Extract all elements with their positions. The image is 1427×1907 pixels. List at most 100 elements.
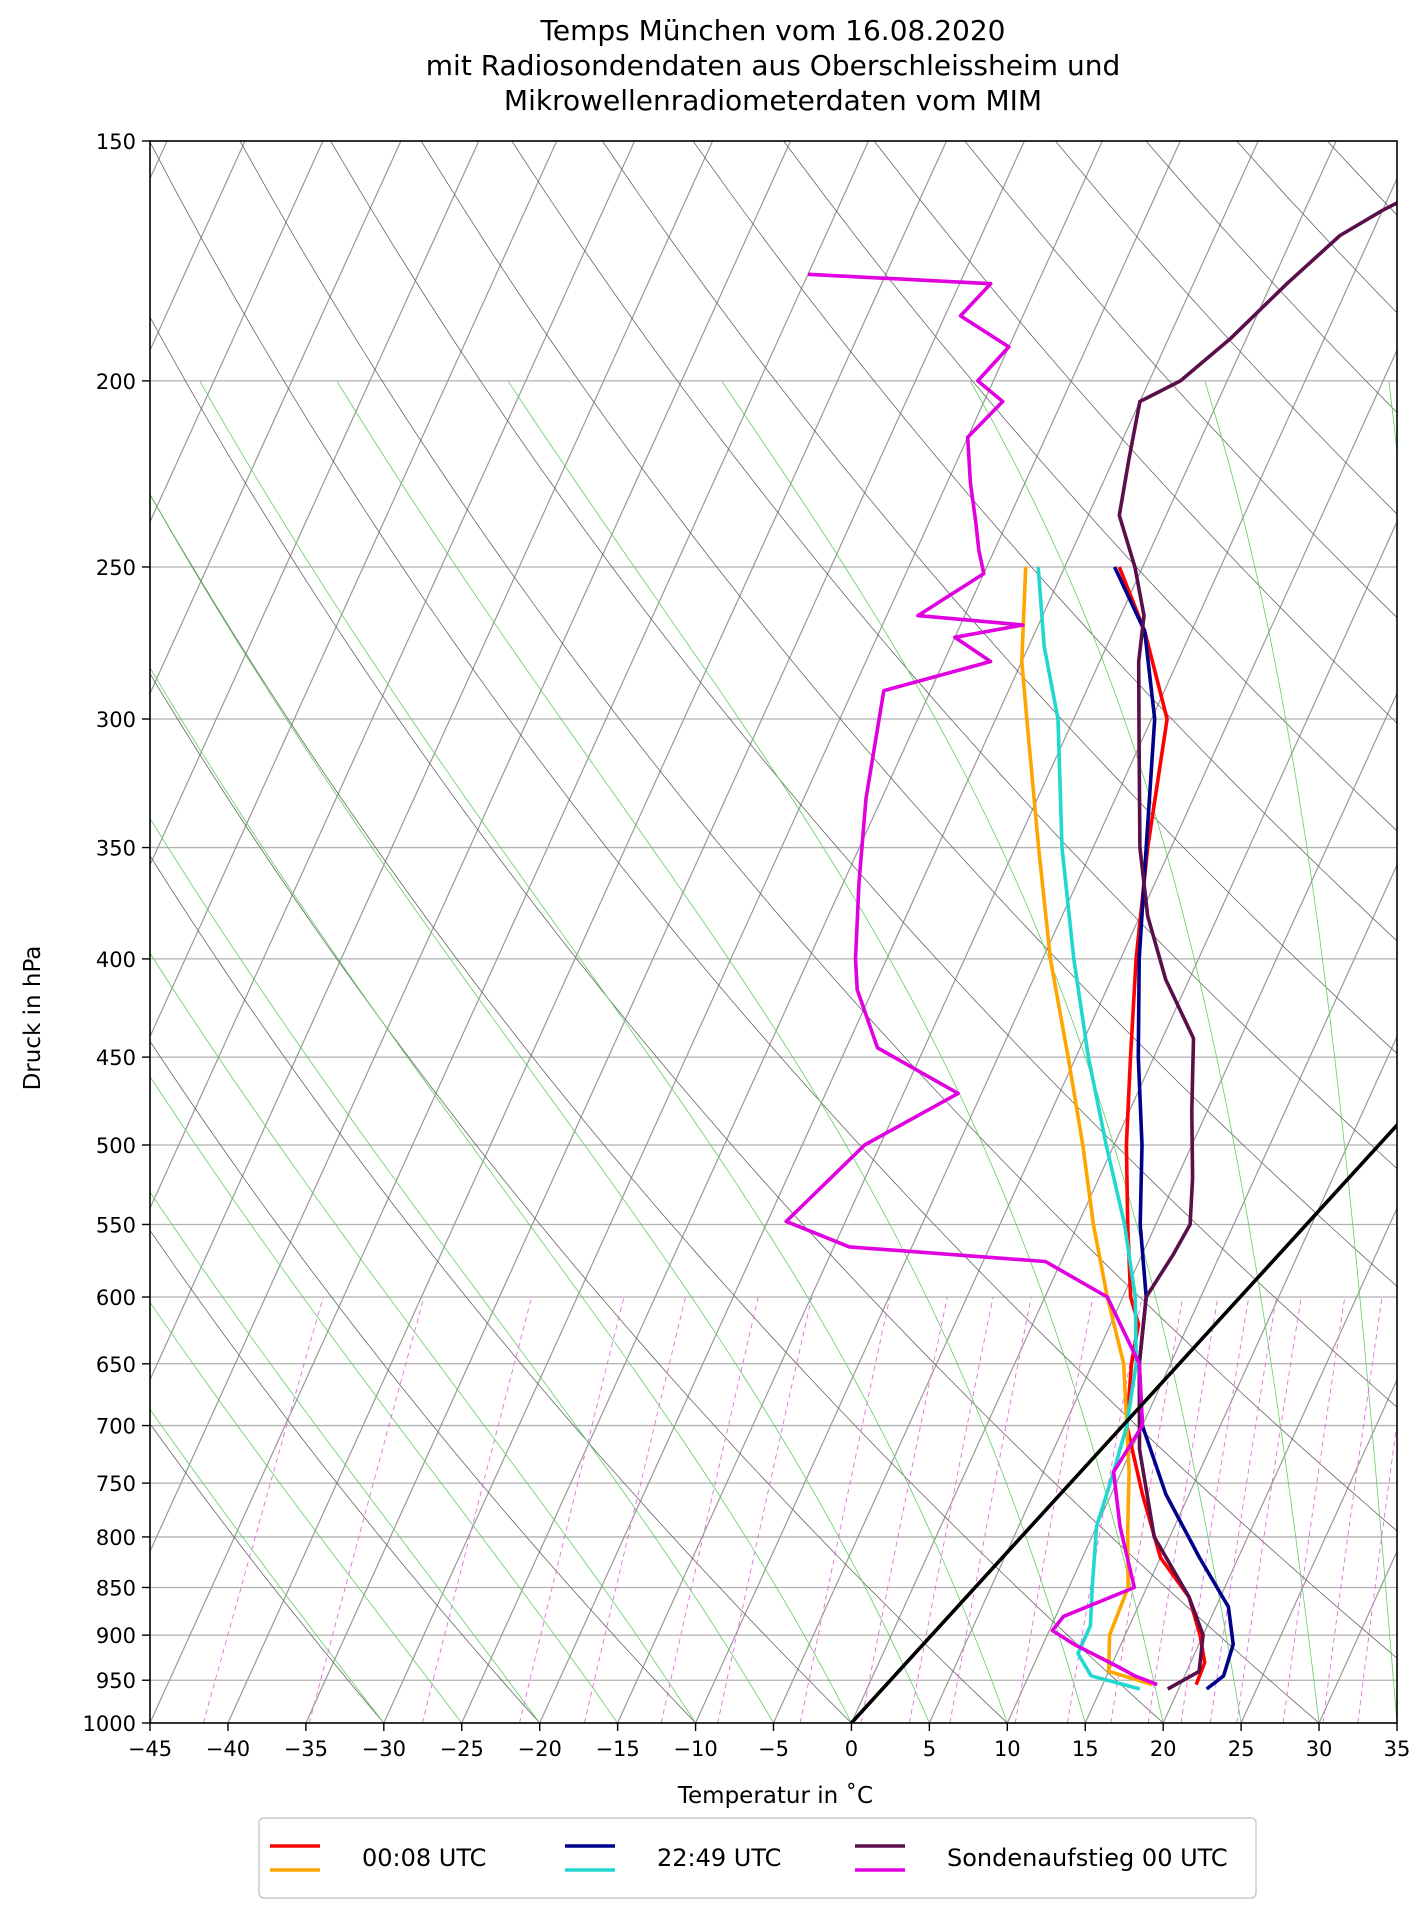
x-tick-label: 35 — [1384, 1737, 1411, 1761]
x-tick-label: 25 — [1228, 1737, 1255, 1761]
isotherm-line — [305, 141, 1025, 1723]
mixing-ratio-line — [1357, 1420, 1397, 1723]
dry-adiabat — [150, 316, 1320, 1723]
legend-entry: 22:49 UTC — [565, 1844, 781, 1872]
dry-adiabat — [150, 855, 852, 1723]
22-49-utc-dewpoint-line — [1036, 566, 1141, 1691]
moist-adiabat — [507, 380, 1164, 1723]
isotherm-line — [850, 520, 1397, 1723]
isotherm-line — [772, 348, 1397, 1723]
dry-adiabat — [511, 141, 1397, 1170]
isotherm-line — [0, 141, 11, 1723]
dry-adiabat — [150, 493, 1164, 1723]
x-axis-label: Temperatur in ˚C — [677, 1782, 873, 1809]
y-tick-label: 500 — [96, 1134, 136, 1158]
mixing-ratio-line — [519, 1296, 625, 1723]
moist-adiabat — [969, 380, 1320, 1723]
dry-adiabat — [964, 141, 1397, 619]
x-tick-label: 15 — [1072, 1737, 1099, 1761]
22-49-utc-temperature-line — [1112, 566, 1235, 1691]
x-tick-label: −35 — [284, 1737, 328, 1761]
data-series — [784, 200, 1397, 1723]
mixing-ratio-line — [1209, 1296, 1277, 1723]
mixing-ratio-line — [1322, 1296, 1383, 1723]
y-tick-label: 450 — [96, 1046, 136, 1070]
moist-adiabat — [150, 1075, 618, 1723]
isotherm-line — [617, 141, 1337, 1723]
y-tick-label: 200 — [96, 370, 136, 394]
x-tick-label: −10 — [673, 1737, 717, 1761]
y-tick-label: 150 — [96, 130, 136, 154]
y-tick-label: 750 — [96, 1472, 136, 1496]
isotherm-line — [1318, 1549, 1397, 1723]
isotherm-line — [150, 141, 480, 867]
isotherm-line — [1240, 1378, 1397, 1723]
mixing-ratio-line — [308, 1296, 425, 1723]
x-tick-label: 5 — [923, 1737, 936, 1761]
y-tick-label: 900 — [96, 1624, 136, 1648]
moist-adiabat — [1204, 380, 1397, 1723]
legend-box — [258, 1817, 1257, 1899]
x-tick-label: 0 — [845, 1737, 858, 1761]
y-tick-label: 950 — [96, 1669, 136, 1693]
isotherm-line — [928, 691, 1397, 1723]
dry-adiabat — [150, 1423, 385, 1723]
moist-adiabat — [721, 380, 1242, 1723]
x-tick-label: −20 — [518, 1737, 562, 1761]
moist-adiabat — [150, 1191, 541, 1723]
mixing-ratio-line — [1110, 1296, 1184, 1723]
x-tick-label: 20 — [1150, 1737, 1177, 1761]
x-tick-label: −25 — [440, 1737, 484, 1761]
sondenaufstieg-00-utc-temperature-line — [1117, 200, 1397, 1691]
moist-adiabat — [1388, 380, 1397, 456]
dry-adiabat — [150, 1229, 540, 1723]
y-tick-label: 300 — [96, 708, 136, 732]
dry-adiabat — [873, 141, 1397, 724]
moist-adiabat — [150, 817, 774, 1723]
x-tick-label: −15 — [595, 1737, 639, 1761]
moist-adiabat — [150, 952, 696, 1723]
dry-adiabat — [420, 141, 1397, 1287]
moist-adiabat — [150, 1301, 463, 1723]
y-tick-label: 650 — [96, 1353, 136, 1377]
mixing-ratio-line — [421, 1296, 533, 1723]
mixing-ratio-line — [949, 1296, 1032, 1723]
isotherm-line — [1084, 1035, 1397, 1723]
dry-adiabat — [150, 141, 1397, 1659]
x-tick-label: 30 — [1306, 1737, 1333, 1761]
dry-adiabat — [150, 673, 1008, 1723]
y-tick-label: 250 — [96, 556, 136, 580]
mixing-ratio-line — [860, 1296, 948, 1723]
isotherm-line — [383, 141, 1103, 1723]
y-tick-label: 350 — [96, 837, 136, 861]
dry-adiabat — [783, 141, 1397, 832]
legend: 00:08 UTC 22:49 UTC Sondenaufstieg 00 UTC — [258, 1817, 1257, 1899]
mixing-ratio-line — [908, 1296, 994, 1723]
mixing-ratio-line — [1180, 1296, 1250, 1723]
legend-label: 22:49 UTC — [657, 1844, 781, 1872]
isotherm-line — [1162, 1206, 1397, 1723]
mixing-ratio-line — [1014, 1296, 1094, 1723]
isotherm-line — [150, 141, 558, 1039]
reference-line — [850, 1122, 1397, 1723]
legend-label: Sondenaufstieg 00 UTC — [947, 1844, 1228, 1872]
isotherm-line — [0, 141, 89, 1723]
moist-adiabat — [150, 494, 930, 1723]
mixing-ratio-line — [1147, 1296, 1219, 1723]
isotherm-line — [1396, 1721, 1397, 1723]
mixing-ratio-line — [202, 1296, 324, 1723]
y-tick-label: 400 — [96, 948, 136, 972]
x-tick-label: −40 — [206, 1737, 250, 1761]
x-tick-label: −45 — [128, 1737, 172, 1761]
legend-entry: Sondenaufstieg 00 UTC — [855, 1844, 1228, 1872]
mixing-ratio-line — [1236, 1296, 1302, 1723]
x-axis: −45 −40 −35 −30 −25 −20 −15 −10 −5 0 5 10 15 20 25 30 35 — [128, 1723, 1411, 1761]
y-axis-label: Druck in hPa — [20, 946, 46, 1091]
x-tick-label: −5 — [758, 1737, 789, 1761]
mixing-ratio-line — [583, 1296, 687, 1723]
chart-title-line: Temps München vom 16.08.2020 — [540, 14, 1006, 47]
dry-adiabat — [1418, 141, 1427, 1723]
isotherm-line — [695, 177, 1397, 1723]
isotherm-line — [150, 141, 870, 1723]
